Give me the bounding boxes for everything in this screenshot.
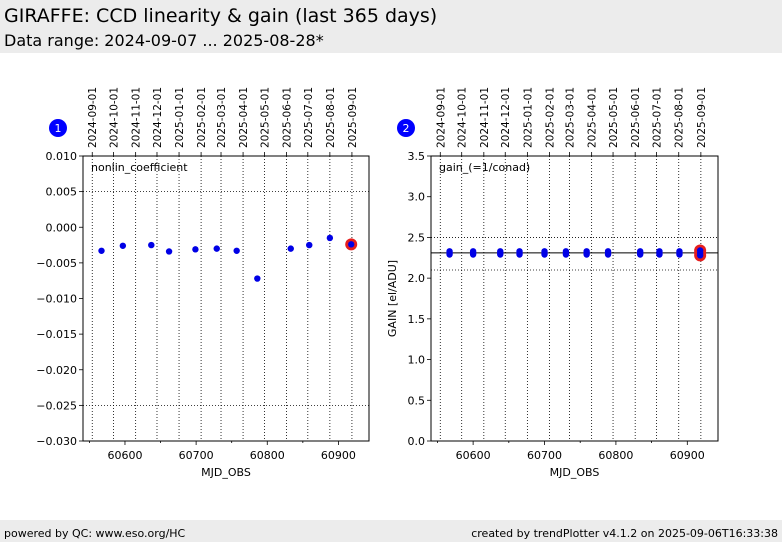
- date-tick-label: 2025-09-01: [347, 87, 359, 148]
- date-tick-label: 2025-03-01: [216, 87, 228, 148]
- date-tick-label: 2025-09-01: [696, 87, 708, 148]
- data-point: [213, 245, 220, 252]
- y-tick-label: 3.5: [408, 150, 426, 163]
- x-axis-label: MJD_OBS: [201, 466, 251, 479]
- plot-frame: [82, 155, 370, 442]
- data-point: [254, 275, 261, 282]
- date-tick-label: 2025-04-01: [587, 87, 599, 148]
- y-tick-label: 0.005: [46, 186, 78, 199]
- date-tick-label: 2025-08-01: [325, 87, 337, 148]
- plot-frame: [430, 155, 719, 442]
- date-tick-label: 2025-05-01: [608, 87, 620, 148]
- y-axis-label: GAIN [el/ADU]: [386, 260, 399, 337]
- date-tick-label: 2025-02-01: [545, 87, 557, 148]
- y-tick-label: −0.025: [36, 399, 77, 412]
- y-tick-label: 1.0: [408, 354, 426, 367]
- date-tick-label: 2025-08-01: [674, 87, 686, 148]
- y-tick-label: 1.5: [408, 313, 426, 326]
- data-point: [165, 248, 173, 255]
- y-tick-label: 2.0: [408, 272, 426, 285]
- x-tick-label: 60700: [179, 449, 214, 462]
- footer-powered-by: powered by QC: www.eso.org/HC: [4, 527, 186, 540]
- panel-number-badge: [397, 119, 415, 137]
- charts-svg: 2024-09-01 2024-10-01 2024-11-01 2024-12-01…: [36, 87, 719, 479]
- data-point: [562, 248, 570, 255]
- data-point: [583, 248, 590, 255]
- y-tick-label: 0.0: [408, 435, 426, 448]
- x-tick-label: 60700: [527, 449, 562, 462]
- date-tick-label: 2024-10-01: [109, 87, 121, 148]
- y-tick-label: 3.0: [408, 191, 426, 204]
- date-tick-label: 2025-01-01: [174, 87, 186, 148]
- y-tick-label: −0.015: [36, 328, 77, 341]
- x-axis-label: MJD_OBS: [550, 466, 600, 479]
- x-tick-label: 60900: [321, 449, 356, 462]
- panel-number-label: 1: [55, 122, 62, 135]
- date-tick-label: 2024-09-01: [435, 87, 447, 148]
- page-title: GIRAFFE: CCD linearity & gain (last 365 …: [4, 5, 438, 27]
- date-tick-label: 2024-12-01: [500, 87, 512, 148]
- data-point: [287, 245, 294, 252]
- date-tick-label: 2025-07-01: [303, 87, 315, 148]
- y-tick-label: −0.030: [36, 435, 77, 448]
- data-point: [541, 248, 548, 255]
- data-point: [98, 247, 105, 254]
- data-point: [676, 248, 683, 255]
- x-tick-label: 60800: [598, 449, 633, 462]
- y-tick-label: −0.020: [36, 364, 77, 377]
- date-tick-label: 2025-06-01: [281, 87, 293, 148]
- date-tick-label: 2024-10-01: [457, 87, 469, 148]
- latest-data-point: [348, 241, 355, 248]
- data-point: [306, 241, 313, 249]
- x-tick-label: 60600: [107, 449, 142, 462]
- date-tick-label: 2025-02-01: [196, 87, 208, 148]
- date-tick-label: 2024-09-01: [87, 87, 99, 148]
- date-tick-label: 2025-04-01: [238, 87, 250, 148]
- data-point: [233, 247, 240, 254]
- data-point: [446, 248, 453, 255]
- y-tick-label: 0.010: [46, 150, 78, 163]
- nonlin-coefficient-chart: 2024-09-01 2024-10-01 2024-11-01 2024-12-01…: [36, 87, 370, 479]
- panel-number-label: 2: [403, 122, 410, 135]
- data-point: [497, 248, 504, 255]
- x-tick-label: 60900: [670, 449, 705, 462]
- data-point: [516, 248, 523, 255]
- series-annotation: nonlin_coefficient: [91, 161, 188, 174]
- date-tick-label: 2025-01-01: [522, 87, 534, 148]
- data-point: [604, 248, 612, 255]
- date-tick-label: 2024-11-01: [479, 87, 491, 148]
- date-tick-label: 2025-03-01: [565, 87, 577, 148]
- data-point: [636, 248, 644, 255]
- data-point: [119, 242, 127, 249]
- x-tick-label: 60600: [456, 449, 491, 462]
- gain-chart: 2024-09-01 2024-10-01 2024-11-01 2024-12-01…: [386, 87, 719, 479]
- data-range-subtitle: Data range: 2024-09-07 ... 2025-08-28*: [4, 31, 324, 50]
- data-point: [192, 246, 199, 253]
- date-tick-label: 2024-11-01: [131, 87, 143, 148]
- y-tick-label: 2.5: [408, 231, 426, 244]
- date-tick-label: 2025-06-01: [630, 87, 642, 148]
- footer-bar: powered by QC: www.eso.org/HC created by…: [0, 520, 782, 542]
- series-annotation: gain_(=1/conad): [439, 161, 530, 174]
- y-tick-label: −0.010: [36, 293, 77, 306]
- date-tick-label: 2025-05-01: [259, 87, 271, 148]
- y-tick-label: 0.000: [46, 221, 78, 234]
- x-tick-label: 60800: [250, 449, 285, 462]
- y-tick-label: −0.005: [36, 257, 77, 270]
- data-point: [148, 241, 155, 249]
- panel-number-badge: [49, 119, 67, 137]
- date-tick-label: 2025-07-01: [652, 87, 664, 148]
- date-tick-label: 2024-12-01: [152, 87, 164, 148]
- data-point: [656, 248, 663, 255]
- data-point: [326, 234, 334, 242]
- latest-data-point: [696, 247, 704, 254]
- header-bar: GIRAFFE: CCD linearity & gain (last 365 …: [0, 0, 782, 53]
- data-point: [469, 248, 477, 255]
- y-tick-label: 0.5: [408, 394, 426, 407]
- footer-created-by: created by trendPlotter v4.1.2 on 2025-0…: [471, 527, 778, 540]
